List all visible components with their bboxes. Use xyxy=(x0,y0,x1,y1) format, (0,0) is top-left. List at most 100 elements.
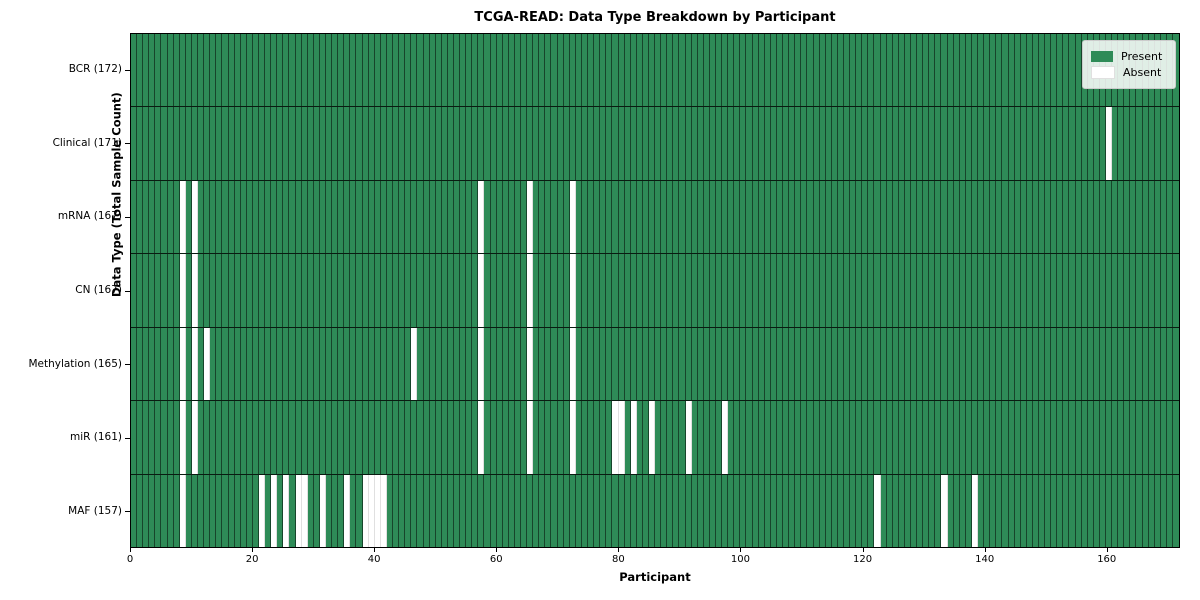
cell-present xyxy=(466,107,473,180)
cell-present xyxy=(362,327,369,401)
row-BCR xyxy=(131,34,1179,108)
cell-present xyxy=(612,34,619,107)
cell-present xyxy=(831,254,838,327)
cell-absent xyxy=(569,401,576,474)
cell-present xyxy=(971,180,979,254)
cell-present xyxy=(423,34,430,107)
cell-present xyxy=(1002,107,1009,180)
cell-present xyxy=(1173,180,1179,254)
cell-present xyxy=(703,254,710,327)
cell-present xyxy=(789,107,796,180)
cell-present xyxy=(216,34,223,107)
cell-present xyxy=(472,401,479,474)
cell-present xyxy=(502,34,509,107)
cell-present xyxy=(137,34,144,107)
cell-present xyxy=(1112,401,1119,474)
cell-present xyxy=(551,474,558,547)
cell-present xyxy=(801,474,808,547)
cell-absent xyxy=(179,254,186,327)
cell-present xyxy=(386,254,394,327)
cell-present xyxy=(435,254,442,327)
cell-present xyxy=(1075,254,1082,327)
cell-present xyxy=(1081,254,1088,327)
cell-present xyxy=(728,474,735,547)
cell-present xyxy=(819,107,826,180)
cell-present xyxy=(581,34,589,107)
legend-present-label: Present xyxy=(1121,50,1163,63)
cell-present xyxy=(429,34,436,107)
cell-present xyxy=(978,401,985,474)
cell-present xyxy=(563,34,570,107)
cell-present xyxy=(155,327,162,401)
cell-present xyxy=(441,254,448,327)
cell-present xyxy=(405,34,412,107)
cell-present xyxy=(356,34,363,107)
cell-present xyxy=(344,401,351,474)
cell-present xyxy=(776,474,784,547)
x-tick-mark xyxy=(252,548,254,552)
cell-present xyxy=(514,107,521,180)
cell-present xyxy=(789,327,796,401)
cell-present xyxy=(929,180,936,254)
cell-present xyxy=(716,254,723,327)
cell-present xyxy=(783,401,790,474)
cell-present xyxy=(1051,327,1058,401)
cell-present xyxy=(356,180,363,254)
cell-present xyxy=(466,327,473,401)
cell-present xyxy=(484,254,491,327)
cell-present xyxy=(1026,474,1033,547)
cell-present xyxy=(965,254,972,327)
cell-present xyxy=(222,474,229,547)
cell-present xyxy=(155,474,162,547)
cell-present xyxy=(850,474,857,547)
cell-present xyxy=(880,180,887,254)
cell-present xyxy=(411,180,418,254)
cell-present xyxy=(728,34,735,107)
cell-present xyxy=(679,474,686,547)
cell-present xyxy=(453,254,461,327)
cell-present xyxy=(137,107,144,180)
cell-present xyxy=(624,254,631,327)
cell-present xyxy=(655,327,662,401)
cell-present xyxy=(466,34,473,107)
cell-present xyxy=(862,254,869,327)
cell-present xyxy=(240,180,247,254)
cell-present xyxy=(923,34,930,107)
cell-present xyxy=(1008,180,1015,254)
cell-present xyxy=(307,474,314,547)
cell-present xyxy=(965,180,972,254)
cell-present xyxy=(624,474,631,547)
cell-present xyxy=(746,474,753,547)
cell-absent xyxy=(271,474,278,547)
cell-present xyxy=(1057,401,1064,474)
cell-present xyxy=(630,327,637,401)
cell-present xyxy=(502,327,509,401)
cell-present xyxy=(368,401,375,474)
cell-present xyxy=(709,107,716,180)
cell-present xyxy=(484,327,491,401)
cell-present xyxy=(143,327,150,401)
cell-present xyxy=(228,474,235,547)
cell-present xyxy=(210,254,217,327)
cell-present xyxy=(179,34,186,107)
cell-present xyxy=(539,180,546,254)
cell-present xyxy=(917,107,924,180)
cell-present xyxy=(959,254,966,327)
cell-present xyxy=(612,474,619,547)
cell-present xyxy=(374,327,381,401)
cell-present xyxy=(435,327,442,401)
cell-present xyxy=(673,107,680,180)
cell-present xyxy=(709,327,716,401)
cell-present xyxy=(636,34,643,107)
cell-present xyxy=(338,327,345,401)
y-tick-mark xyxy=(125,437,130,439)
cell-present xyxy=(935,254,942,327)
cell-present xyxy=(612,254,619,327)
cell-present xyxy=(252,34,259,107)
cell-present xyxy=(319,180,326,254)
cell-absent xyxy=(569,180,576,254)
cell-present xyxy=(965,107,972,180)
cell-present xyxy=(191,107,199,180)
cell-present xyxy=(386,474,394,547)
cell-present xyxy=(447,401,454,474)
